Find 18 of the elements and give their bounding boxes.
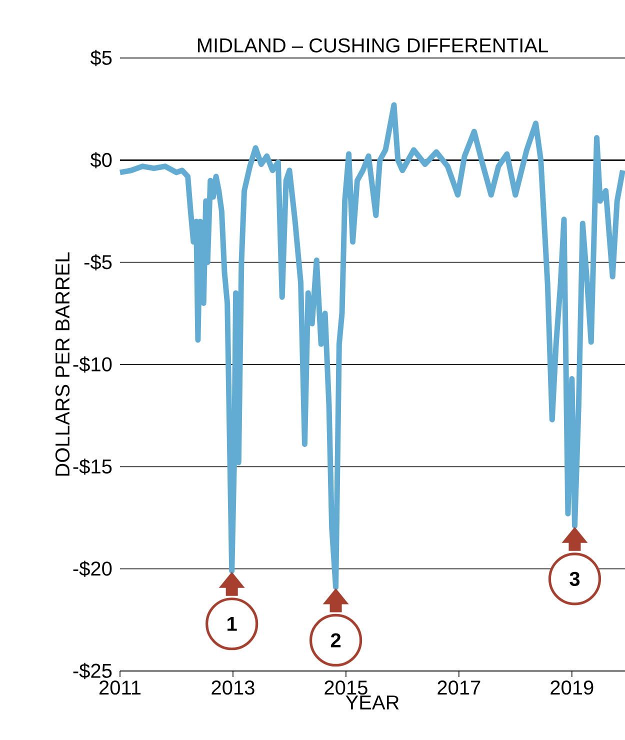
chart-title: MIDLAND – CUSHING DIFFERENTIAL — [198, 38, 548, 52]
y-tick-label: -$15 — [73, 458, 112, 475]
y-tick-label: $0 — [90, 152, 112, 168]
x-tick-label: 2015 — [324, 680, 368, 695]
x-tick-label: 2011 — [100, 680, 141, 695]
y-tick-label: $5 — [90, 50, 112, 66]
y-tick-label: -$5 — [84, 254, 112, 270]
x-tick-label: 2017 — [438, 680, 480, 695]
annotation: 3 — [570, 572, 580, 586]
x-axis-title: YEAR — [346, 696, 399, 710]
annotation: 2 — [330, 633, 341, 648]
y-tick-label: -$10 — [73, 356, 112, 373]
y-axis-title: DOLLARS PER BARREL — [55, 252, 70, 476]
annotation: 1 — [228, 617, 237, 631]
y-tick-label: -$20 — [73, 560, 112, 577]
x-tick-label: 2019 — [550, 680, 594, 695]
y-tick-label: -$25 — [73, 662, 112, 680]
x-tick-label: 2013 — [212, 680, 254, 695]
